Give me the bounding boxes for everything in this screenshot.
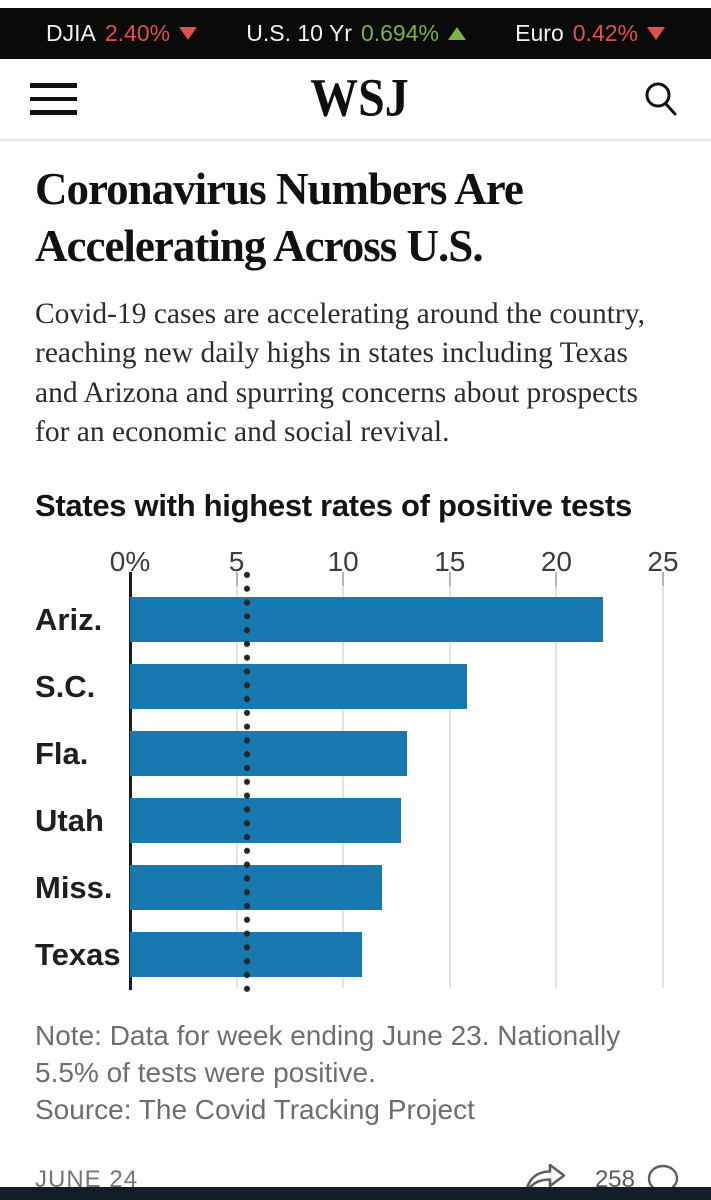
wsj-logo[interactable]: WSJ (309, 69, 409, 129)
tick-mark (662, 572, 664, 587)
article-summary: Covid-19 cases are accelerating around t… (35, 298, 645, 448)
bar-fla (130, 731, 408, 777)
chart-source: Source: The Covid Tracking Project (35, 1094, 475, 1125)
bar-label-utah: Utah (35, 802, 104, 838)
chart-title: States with highest rates of positive te… (35, 488, 632, 524)
national-average-reference-line (243, 568, 252, 993)
arrow-up-icon (447, 26, 466, 40)
bar-label-sc: S.C. (35, 668, 96, 704)
ticker-label: Euro (515, 19, 564, 46)
x-tick-label: 0% (109, 546, 151, 578)
chart-note: Note: Data for week ending June 23. Nati… (35, 1020, 621, 1089)
ticker-item-euro[interactable]: Euro 0.42% (515, 20, 665, 47)
bar-utah (130, 798, 401, 844)
x-tick-label: 5 (228, 546, 245, 578)
ticker-value: 2.40% (104, 19, 171, 46)
tick-mark (448, 572, 451, 587)
tick-mark (235, 572, 238, 587)
gridline (555, 586, 558, 989)
gridline (448, 586, 451, 989)
chart-plot-area (129, 568, 664, 993)
bar-ariz (130, 597, 604, 643)
x-tick-label: 25 (647, 546, 679, 578)
x-tick-label: 15 (434, 546, 466, 578)
ticker-item-u-s-10-yr[interactable]: U.S. 10 Yr 0.694% (246, 20, 466, 47)
article-body: Coronavirus Numbers Are Accelerating Acr… (0, 141, 711, 452)
bar-label-texas: Texas (35, 936, 121, 972)
bar-label-fla: Fla. (35, 735, 89, 771)
gridline (235, 586, 238, 989)
arrow-down-icon (179, 26, 198, 40)
bar-miss (130, 865, 382, 911)
gridline (662, 586, 664, 989)
x-tick-label: 20 (540, 546, 572, 578)
tick-mark (555, 572, 558, 587)
ticker-value: 0.42% (572, 19, 638, 46)
article-headline: Coronavirus Numbers Are Accelerating Acr… (35, 163, 524, 272)
bottom-toolbar-edge (0, 1187, 711, 1200)
ticker-label: DJIA (46, 19, 96, 46)
x-tick-label: 10 (327, 546, 359, 578)
search-icon[interactable] (641, 79, 681, 119)
tick-mark (342, 572, 345, 587)
ticker-value: 0.694% (360, 19, 439, 46)
bar-label-ariz: Ariz. (35, 601, 103, 637)
arrow-down-icon (646, 26, 665, 40)
ticker-item-djia[interactable]: DJIA 2.40% (46, 19, 198, 47)
positive-test-rate-chart: 0% 5 10 15 20 25 Ariz. S.C. Fla. Utah Miss. Texas (35, 546, 711, 994)
menu-icon[interactable] (30, 83, 77, 115)
y-axis-line (129, 572, 132, 991)
app-header: WSJ (0, 58, 711, 141)
ticker-label: U.S. 10 Yr (246, 19, 352, 46)
gridline (342, 586, 345, 989)
chart-block: States with highest rates of positive te… (0, 488, 711, 1126)
bar-sc (130, 664, 467, 710)
bar-label-miss: Miss. (35, 869, 113, 905)
market-ticker-bar: DJIA 2.40% U.S. 10 Yr 0.694% Euro 0.42% (0, 8, 711, 59)
